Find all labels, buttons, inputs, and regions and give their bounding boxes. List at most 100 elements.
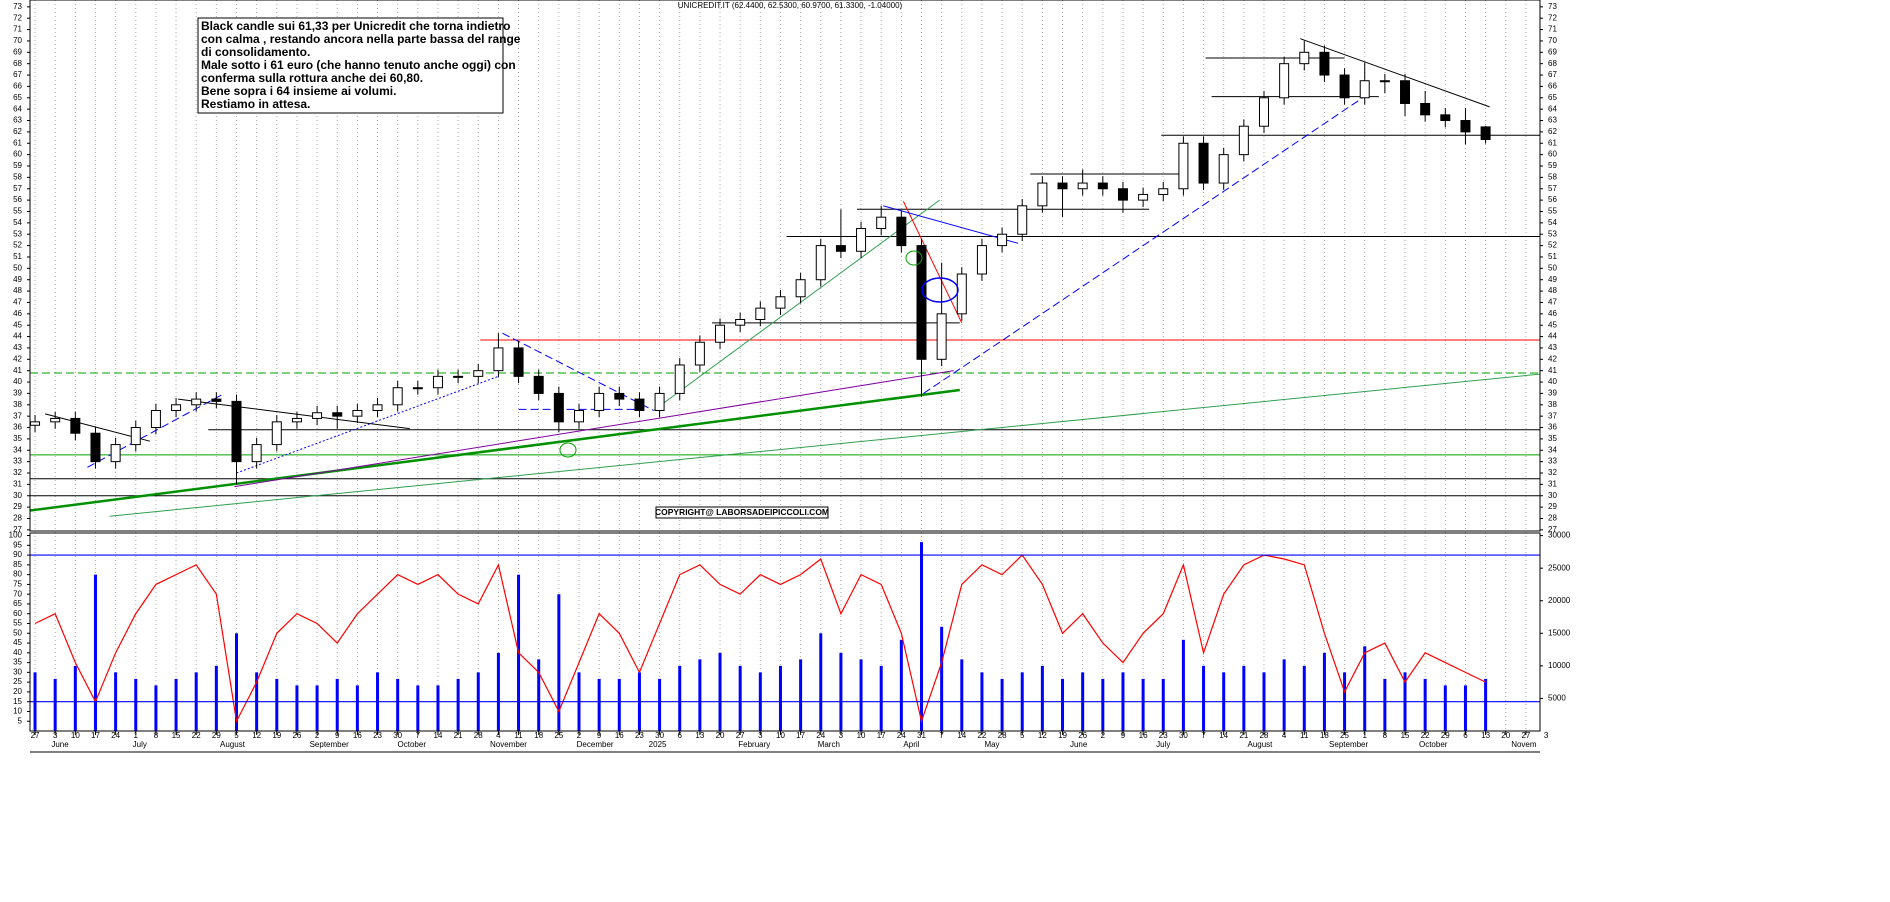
y-tick-label: 49 xyxy=(13,275,22,284)
y-tick-label: 42 xyxy=(1548,354,1557,363)
candle-body xyxy=(453,375,464,378)
copyright: COPYRIGHT@ LABORSADEIPICCOLI.COM xyxy=(655,507,829,517)
candle-body xyxy=(856,228,867,252)
x-tick-label: 2 xyxy=(577,731,582,740)
volume-bar xyxy=(919,542,923,731)
y-tick-label: 65 xyxy=(1548,93,1557,102)
candle-body xyxy=(916,245,927,360)
y-tick-label: 51 xyxy=(13,252,22,261)
volume-bar xyxy=(235,633,239,731)
y-tick-label: 39 xyxy=(1548,389,1557,398)
month-label: September xyxy=(1329,740,1368,749)
y-tick-label: 47 xyxy=(13,298,22,307)
x-tick-label: 4 xyxy=(1282,731,1287,740)
y-tick-label: 66 xyxy=(1548,82,1557,91)
y-tick-label: 30 xyxy=(13,667,22,676)
candle-body xyxy=(735,319,746,326)
month-label: June xyxy=(1070,740,1088,749)
candle-body xyxy=(553,392,564,423)
y-tick-label: 29 xyxy=(13,502,22,511)
x-tick-label: 4 xyxy=(496,731,501,740)
y-tick-label: 72 xyxy=(1548,13,1557,22)
y2-tick-label: 10000 xyxy=(1548,661,1571,670)
y-tick-label: 52 xyxy=(1548,241,1557,250)
x-tick-label: 7 xyxy=(1201,731,1206,740)
month-label: July xyxy=(1156,740,1170,749)
volume-bar xyxy=(1463,685,1467,731)
x-tick-label: 30 xyxy=(1179,731,1188,740)
x-tick-label: 27 xyxy=(1521,731,1530,740)
candle-body xyxy=(312,412,323,419)
volume-bar xyxy=(778,665,782,731)
candle-body xyxy=(976,245,987,275)
candle-body xyxy=(251,444,262,463)
x-tick-label: 2 xyxy=(1101,731,1106,740)
trend-line xyxy=(29,388,960,512)
y-tick-label: 40 xyxy=(13,648,22,657)
x-tick-label: 26 xyxy=(1078,731,1087,740)
candle-body xyxy=(392,387,403,406)
y-tick-label: 56 xyxy=(1548,195,1557,204)
month-label: October xyxy=(398,740,427,749)
x-tick-label: 20 xyxy=(1501,731,1510,740)
x-tick-label: 22 xyxy=(1421,731,1430,740)
candle-body xyxy=(654,392,665,411)
candle-body xyxy=(90,432,101,463)
y2-tick-label: 5000 xyxy=(1548,694,1566,703)
y-tick-label: 28 xyxy=(13,514,22,523)
candle-body xyxy=(594,392,605,411)
volume-bar xyxy=(1484,678,1488,731)
y-tick-label: 70 xyxy=(13,589,22,598)
indicator-frame xyxy=(29,532,1541,732)
candle-body xyxy=(432,375,443,389)
y-tick-label: 48 xyxy=(13,286,22,295)
volume-bar xyxy=(396,678,400,731)
x-tick-label: 27 xyxy=(736,731,745,740)
x-tick-label: 1 xyxy=(134,731,139,740)
volume-bar xyxy=(537,659,541,731)
y-tick-label: 59 xyxy=(13,161,22,170)
y-tick-label: 71 xyxy=(13,25,22,34)
y-tick-label: 30 xyxy=(1548,491,1557,500)
month-label: December xyxy=(577,740,614,749)
x-tick-label: 10 xyxy=(71,731,80,740)
x-tick-label: 12 xyxy=(1038,731,1047,740)
y-tick-label: 37 xyxy=(13,411,22,420)
candle-body xyxy=(1379,80,1390,83)
x-tick-label: 5 xyxy=(234,731,239,740)
y-tick-label: 70 xyxy=(13,36,22,45)
x-tick-label: 8 xyxy=(1383,731,1388,740)
month-label: March xyxy=(818,740,840,749)
candle-body xyxy=(614,392,625,400)
y-tick-label: 64 xyxy=(1548,104,1557,113)
candle-body xyxy=(1037,182,1048,207)
candle-body xyxy=(211,398,222,402)
x-tick-label: 3 xyxy=(758,731,763,740)
candle-body xyxy=(1359,80,1370,99)
chart-title: UNICREDIT.IT (62.4400, 62.5300, 60.9700,… xyxy=(678,1,903,10)
volume-bar xyxy=(799,659,803,731)
trend-line xyxy=(502,332,654,411)
annotation-line: Bene sopra i 64 insieme ai volumi. xyxy=(201,84,396,98)
x-tick-label: 26 xyxy=(292,731,301,740)
y-tick-label: 53 xyxy=(13,229,22,238)
month-label: August xyxy=(1248,740,1274,749)
candle-body xyxy=(997,233,1008,247)
volume-bar xyxy=(496,652,500,731)
candle-body xyxy=(715,324,726,343)
candle-body xyxy=(150,409,161,429)
y-tick-label: 28 xyxy=(1548,514,1557,523)
candle-body xyxy=(1480,126,1491,141)
y-tick-label: 20 xyxy=(13,687,22,696)
x-tick-label: 14 xyxy=(957,731,966,740)
volume-bar xyxy=(617,678,621,731)
volume-bar xyxy=(1383,678,1387,731)
x-tick-label: 3 xyxy=(53,731,58,740)
y-tick-label: 95 xyxy=(13,540,22,549)
annotation-line: conferma sulla rottura anche dei 60,80. xyxy=(201,71,423,85)
candle-body xyxy=(372,404,383,411)
y-tick-label: 65 xyxy=(13,93,22,102)
month-label: 2025 xyxy=(649,740,667,749)
annotation: Black candle sui 61,33 per Unicredit che… xyxy=(201,19,521,111)
